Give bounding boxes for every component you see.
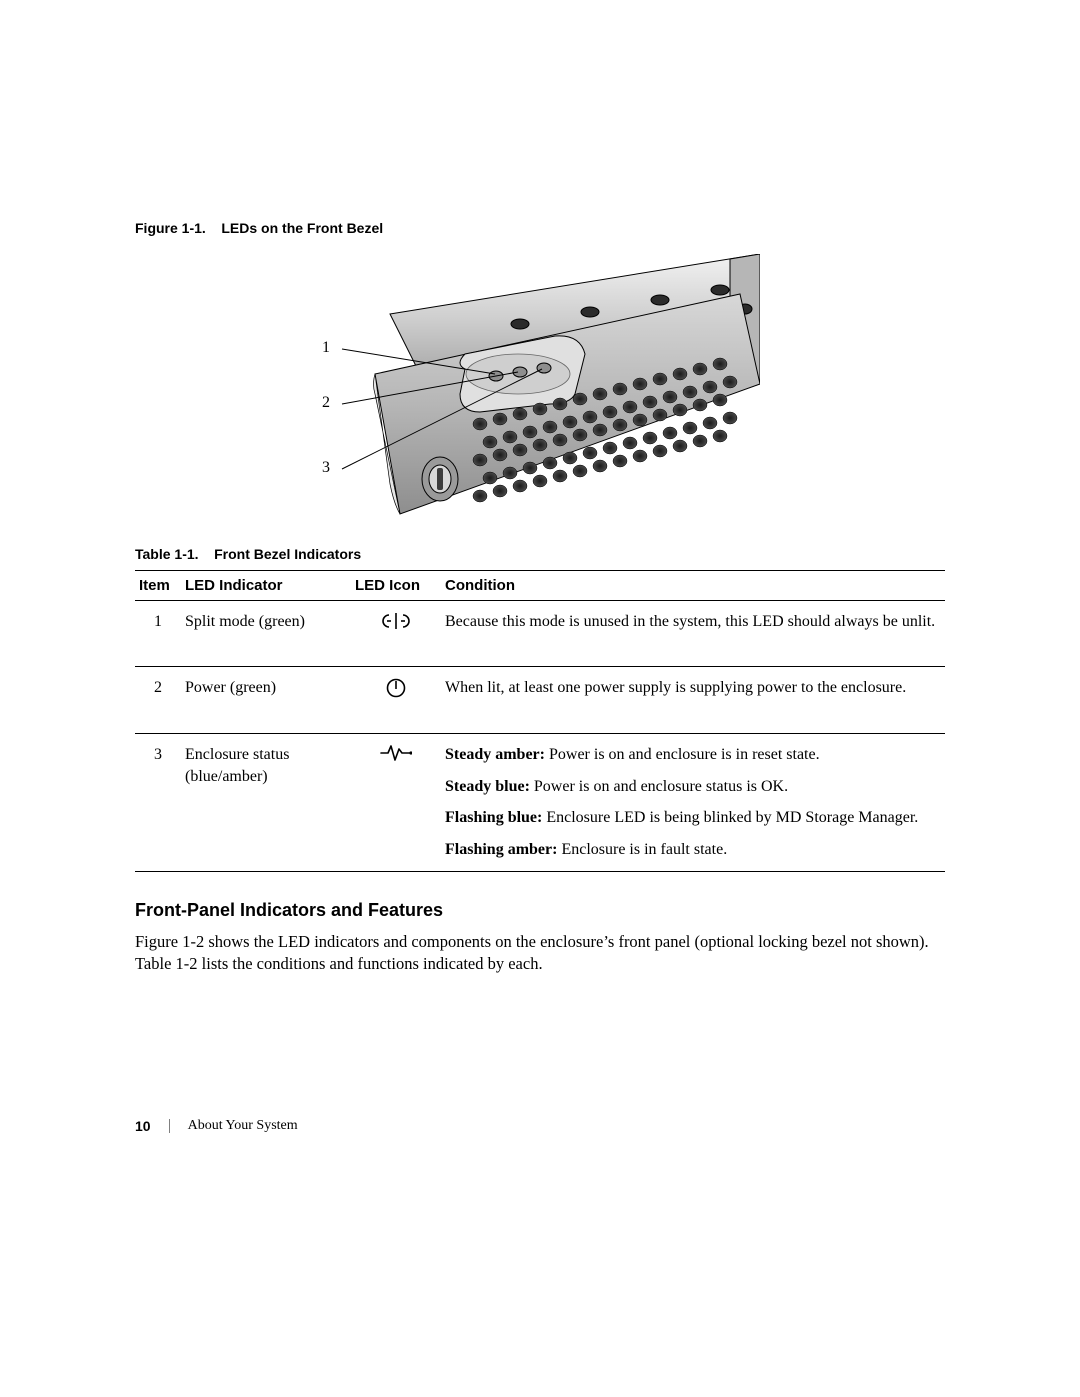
- callout-3: 3: [322, 459, 330, 477]
- table-number: Table 1-1.: [135, 546, 199, 562]
- figure-caption: Figure 1-1. LEDs on the Front Bezel: [135, 220, 945, 236]
- table-row: 1 Split mode (green) Because thi: [135, 601, 945, 667]
- cell-icon: [351, 601, 441, 667]
- th-condition: Condition: [441, 571, 945, 601]
- cell-item: 1: [135, 601, 181, 667]
- footer-divider: [169, 1119, 170, 1133]
- section-paragraph: Figure 1-2 shows the LED indicators and …: [135, 931, 945, 976]
- split-mode-icon: [381, 611, 411, 631]
- callout-1: 1: [322, 339, 330, 357]
- cell-indicator: Split mode (green): [181, 601, 351, 667]
- condition-text: Flashing blue: Enclosure LED is being bl…: [445, 807, 941, 829]
- indicator-table: Item LED Indicator LED Icon Condition 1 …: [135, 570, 945, 872]
- footer-section: About Your System: [188, 1118, 298, 1134]
- page-content: Figure 1-1. LEDs on the Front Bezel: [135, 220, 945, 975]
- th-icon: LED Icon: [351, 571, 441, 601]
- cell-indicator: Enclosure status (blue/amber): [181, 734, 351, 871]
- figure-wrap: 1 2 3: [135, 254, 945, 534]
- th-indicator: LED Indicator: [181, 571, 351, 601]
- cell-condition: Because this mode is unused in the syste…: [441, 601, 945, 667]
- table-row: 3 Enclosure status (blue/amber) Steady a…: [135, 734, 945, 871]
- table-title: Front Bezel Indicators: [214, 546, 361, 562]
- table-caption: Table 1-1. Front Bezel Indicators: [135, 546, 945, 562]
- page-footer: 10 About Your System: [135, 1118, 298, 1134]
- table-row: 2 Power (green) When lit, at least one p…: [135, 666, 945, 734]
- cell-icon: [351, 666, 441, 734]
- condition-text: Flashing amber: Enclosure is in fault st…: [445, 839, 941, 861]
- cell-condition: Steady amber: Power is on and enclosure …: [441, 734, 945, 871]
- condition-text: When lit, at least one power supply is s…: [445, 677, 941, 699]
- cell-icon: [351, 734, 441, 871]
- th-item: Item: [135, 571, 181, 601]
- figure-title: LEDs on the Front Bezel: [221, 220, 383, 236]
- cell-item: 3: [135, 734, 181, 871]
- condition-text: Steady amber: Power is on and enclosure …: [445, 744, 941, 766]
- status-icon: [380, 744, 412, 762]
- table-header-row: Item LED Indicator LED Icon Condition: [135, 571, 945, 601]
- figure-diagram: 1 2 3: [320, 254, 760, 534]
- page-number: 10: [135, 1118, 151, 1134]
- condition-text: Steady blue: Power is on and enclosure s…: [445, 776, 941, 798]
- cell-item: 2: [135, 666, 181, 734]
- condition-text: Because this mode is unused in the syste…: [445, 611, 941, 633]
- cell-condition: When lit, at least one power supply is s…: [441, 666, 945, 734]
- section-heading: Front-Panel Indicators and Features: [135, 900, 945, 921]
- callout-2: 2: [322, 394, 330, 412]
- figure-number: Figure 1-1.: [135, 220, 206, 236]
- power-icon: [385, 677, 407, 699]
- cell-indicator: Power (green): [181, 666, 351, 734]
